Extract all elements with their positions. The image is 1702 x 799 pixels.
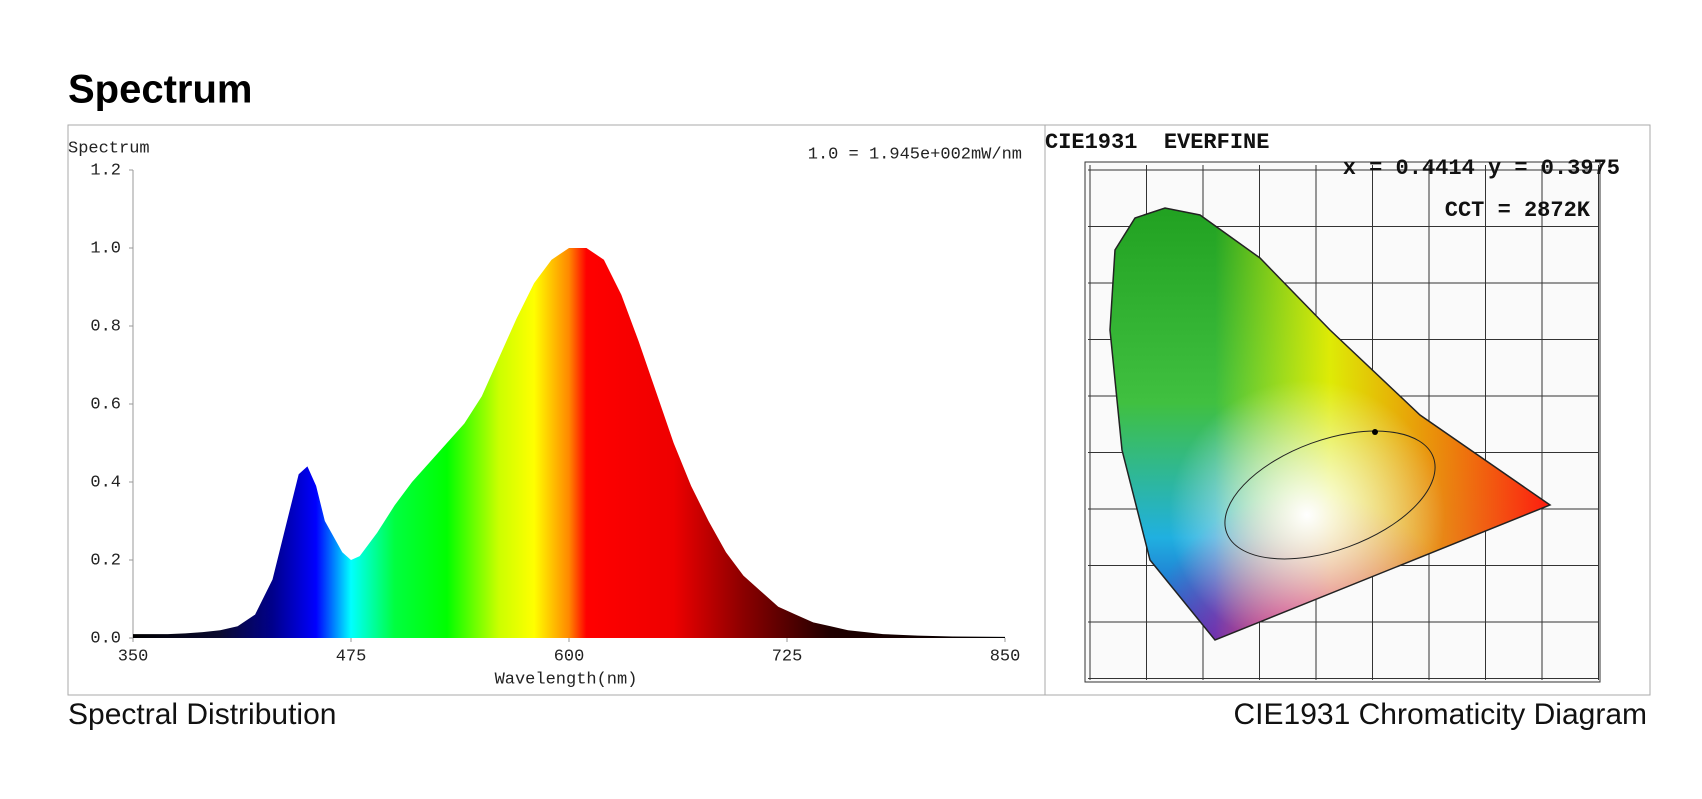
caption-left: Spectral Distribution: [68, 698, 336, 731]
y-tick-label: 0.0: [90, 629, 121, 648]
heading: Spectrum: [68, 68, 253, 112]
x-tick-label: 475: [336, 647, 367, 666]
frame: [67, 124, 1651, 696]
y-tick-label: 0.2: [90, 551, 121, 570]
x-tick-label: 725: [772, 647, 803, 666]
chart-title: Spectrum: [68, 139, 150, 158]
y-tick-label: 1.2: [90, 161, 121, 180]
measured-point: [1372, 429, 1378, 435]
x-tick-label: 850: [990, 647, 1021, 666]
y-tick-label: 1.0: [90, 239, 121, 258]
cie-coordinates: x = 0.4414 y = 0.3975: [1343, 156, 1620, 181]
y-tick-label: 0.6: [90, 395, 121, 414]
x-tick-label: 600: [554, 647, 585, 666]
y-tick-label: 0.4: [90, 473, 121, 492]
annotation: 1.0 = 1.945e+002mW/nm: [808, 145, 1022, 164]
caption-right: CIE1931 Chromaticity Diagram: [1234, 698, 1647, 731]
x-axis-label: Wavelength(nm): [495, 670, 638, 689]
spectrum-area: [133, 248, 1005, 638]
y-tick-label: 0.8: [90, 317, 121, 336]
planckian-locus: [1224, 430, 1436, 560]
cie-title: CIE1931 EVERFINE: [1045, 130, 1269, 155]
cie-cct: CCT = 2872K: [1445, 198, 1591, 223]
x-tick-label: 350: [118, 647, 149, 666]
cie-outline: [1109, 207, 1552, 641]
cie-diagram: [1084, 161, 1601, 683]
